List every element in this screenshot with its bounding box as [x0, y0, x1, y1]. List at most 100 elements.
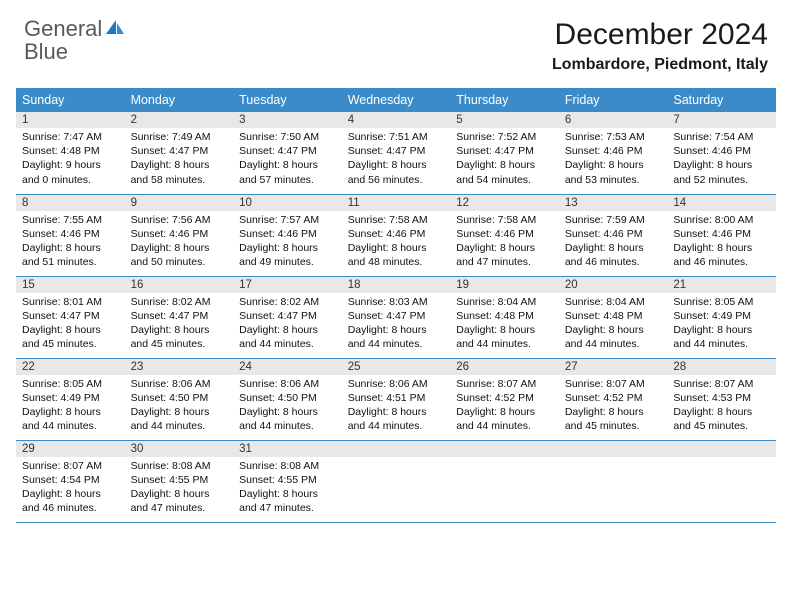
sunrise-line: Sunrise: 7:58 AM: [456, 214, 536, 226]
daylight-line: Daylight: 8 hours and 44 minutes.: [239, 406, 318, 432]
calendar-cell: 28Sunrise: 8:07 AMSunset: 4:53 PMDayligh…: [667, 358, 776, 440]
weekday-header: Thursday: [450, 88, 559, 112]
calendar-cell: 10Sunrise: 7:57 AMSunset: 4:46 PMDayligh…: [233, 194, 342, 276]
calendar-cell: 2Sunrise: 7:49 AMSunset: 4:47 PMDaylight…: [125, 112, 234, 194]
day-number: 31: [233, 441, 342, 457]
day-details: [450, 457, 559, 507]
sunset-line: Sunset: 4:46 PM: [456, 228, 534, 240]
sunrise-line: Sunrise: 8:07 AM: [673, 378, 753, 390]
calendar-table: Sunday Monday Tuesday Wednesday Thursday…: [16, 88, 776, 523]
calendar-cell: 24Sunrise: 8:06 AMSunset: 4:50 PMDayligh…: [233, 358, 342, 440]
location-text: Lombardore, Piedmont, Italy: [552, 56, 768, 74]
calendar-cell: 8Sunrise: 7:55 AMSunset: 4:46 PMDaylight…: [16, 194, 125, 276]
day-number: 22: [16, 359, 125, 375]
sunrise-line: Sunrise: 8:07 AM: [456, 378, 536, 390]
day-details: [667, 457, 776, 507]
sunrise-line: Sunrise: 8:03 AM: [348, 296, 428, 308]
calendar-cell: 19Sunrise: 8:04 AMSunset: 4:48 PMDayligh…: [450, 276, 559, 358]
daylight-line: Daylight: 8 hours and 46 minutes.: [22, 488, 101, 514]
calendar-cell: 12Sunrise: 7:58 AMSunset: 4:46 PMDayligh…: [450, 194, 559, 276]
day-details: Sunrise: 7:52 AMSunset: 4:47 PMDaylight:…: [450, 128, 559, 193]
day-number: 11: [342, 195, 451, 211]
day-details: Sunrise: 8:05 AMSunset: 4:49 PMDaylight:…: [667, 293, 776, 358]
daylight-line: Daylight: 8 hours and 54 minutes.: [456, 159, 535, 185]
day-details: Sunrise: 7:47 AMSunset: 4:48 PMDaylight:…: [16, 128, 125, 193]
daylight-line: Daylight: 8 hours and 47 minutes.: [239, 488, 318, 514]
sunrise-line: Sunrise: 8:07 AM: [22, 460, 102, 472]
day-number: 25: [342, 359, 451, 375]
day-number: 7: [667, 112, 776, 128]
daylight-line: Daylight: 8 hours and 45 minutes.: [22, 324, 101, 350]
calendar-cell: 27Sunrise: 8:07 AMSunset: 4:52 PMDayligh…: [559, 358, 668, 440]
calendar-row: 22Sunrise: 8:05 AMSunset: 4:49 PMDayligh…: [16, 358, 776, 440]
day-number: [450, 441, 559, 457]
daylight-line: Daylight: 8 hours and 52 minutes.: [673, 159, 752, 185]
sunrise-line: Sunrise: 8:05 AM: [673, 296, 753, 308]
sunrise-line: Sunrise: 8:02 AM: [131, 296, 211, 308]
sunset-line: Sunset: 4:47 PM: [239, 310, 317, 322]
calendar-cell: 13Sunrise: 7:59 AMSunset: 4:46 PMDayligh…: [559, 194, 668, 276]
calendar-cell: 29Sunrise: 8:07 AMSunset: 4:54 PMDayligh…: [16, 440, 125, 522]
day-details: Sunrise: 7:50 AMSunset: 4:47 PMDaylight:…: [233, 128, 342, 193]
daylight-line: Daylight: 8 hours and 44 minutes.: [22, 406, 101, 432]
day-number: 18: [342, 277, 451, 293]
day-number: 13: [559, 195, 668, 211]
sunrise-line: Sunrise: 7:56 AM: [131, 214, 211, 226]
sunset-line: Sunset: 4:47 PM: [131, 310, 209, 322]
sunset-line: Sunset: 4:46 PM: [565, 228, 643, 240]
sunrise-line: Sunrise: 8:06 AM: [131, 378, 211, 390]
title-block: December 2024 Lombardore, Piedmont, Ital…: [552, 18, 768, 80]
calendar-cell: 22Sunrise: 8:05 AMSunset: 4:49 PMDayligh…: [16, 358, 125, 440]
sunset-line: Sunset: 4:46 PM: [565, 145, 643, 157]
brand-logo: General Blue: [24, 18, 126, 64]
sunset-line: Sunset: 4:46 PM: [673, 228, 751, 240]
day-details: Sunrise: 8:04 AMSunset: 4:48 PMDaylight:…: [450, 293, 559, 358]
sunset-line: Sunset: 4:46 PM: [239, 228, 317, 240]
calendar-row: 8Sunrise: 7:55 AMSunset: 4:46 PMDaylight…: [16, 194, 776, 276]
weekday-header: Monday: [125, 88, 234, 112]
sunset-line: Sunset: 4:49 PM: [22, 392, 100, 404]
calendar-cell: 21Sunrise: 8:05 AMSunset: 4:49 PMDayligh…: [667, 276, 776, 358]
sunset-line: Sunset: 4:54 PM: [22, 474, 100, 486]
calendar-cell: 17Sunrise: 8:02 AMSunset: 4:47 PMDayligh…: [233, 276, 342, 358]
calendar-cell: 15Sunrise: 8:01 AMSunset: 4:47 PMDayligh…: [16, 276, 125, 358]
day-number: 21: [667, 277, 776, 293]
daylight-line: Daylight: 8 hours and 48 minutes.: [348, 242, 427, 268]
sunset-line: Sunset: 4:48 PM: [22, 145, 100, 157]
day-number: 20: [559, 277, 668, 293]
daylight-line: Daylight: 8 hours and 44 minutes.: [348, 324, 427, 350]
daylight-line: Daylight: 8 hours and 47 minutes.: [131, 488, 210, 514]
day-details: Sunrise: 8:06 AMSunset: 4:50 PMDaylight:…: [233, 375, 342, 440]
sunset-line: Sunset: 4:46 PM: [131, 228, 209, 240]
daylight-line: Daylight: 8 hours and 58 minutes.: [131, 159, 210, 185]
day-number: 19: [450, 277, 559, 293]
daylight-line: Daylight: 8 hours and 44 minutes.: [456, 406, 535, 432]
calendar-cell: 26Sunrise: 8:07 AMSunset: 4:52 PMDayligh…: [450, 358, 559, 440]
page-header: General Blue December 2024 Lombardore, P…: [0, 0, 792, 88]
daylight-line: Daylight: 8 hours and 44 minutes.: [348, 406, 427, 432]
calendar-header-row: Sunday Monday Tuesday Wednesday Thursday…: [16, 88, 776, 112]
sunrise-line: Sunrise: 7:55 AM: [22, 214, 102, 226]
sunset-line: Sunset: 4:50 PM: [131, 392, 209, 404]
calendar-cell: 7Sunrise: 7:54 AMSunset: 4:46 PMDaylight…: [667, 112, 776, 194]
day-number: 17: [233, 277, 342, 293]
weekday-header: Wednesday: [342, 88, 451, 112]
calendar-cell: [342, 440, 451, 522]
day-number: 4: [342, 112, 451, 128]
daylight-line: Daylight: 8 hours and 50 minutes.: [131, 242, 210, 268]
sunset-line: Sunset: 4:48 PM: [456, 310, 534, 322]
calendar-cell: 3Sunrise: 7:50 AMSunset: 4:47 PMDaylight…: [233, 112, 342, 194]
sunrise-line: Sunrise: 8:04 AM: [565, 296, 645, 308]
day-details: Sunrise: 7:57 AMSunset: 4:46 PMDaylight:…: [233, 211, 342, 276]
month-title: December 2024: [552, 18, 768, 52]
daylight-line: Daylight: 8 hours and 56 minutes.: [348, 159, 427, 185]
day-number: 26: [450, 359, 559, 375]
daylight-line: Daylight: 8 hours and 44 minutes.: [673, 324, 752, 350]
calendar-cell: 5Sunrise: 7:52 AMSunset: 4:47 PMDaylight…: [450, 112, 559, 194]
calendar-cell: 23Sunrise: 8:06 AMSunset: 4:50 PMDayligh…: [125, 358, 234, 440]
day-details: Sunrise: 8:06 AMSunset: 4:50 PMDaylight:…: [125, 375, 234, 440]
sunrise-line: Sunrise: 7:57 AM: [239, 214, 319, 226]
weekday-header: Tuesday: [233, 88, 342, 112]
day-number: [667, 441, 776, 457]
weekday-header: Saturday: [667, 88, 776, 112]
